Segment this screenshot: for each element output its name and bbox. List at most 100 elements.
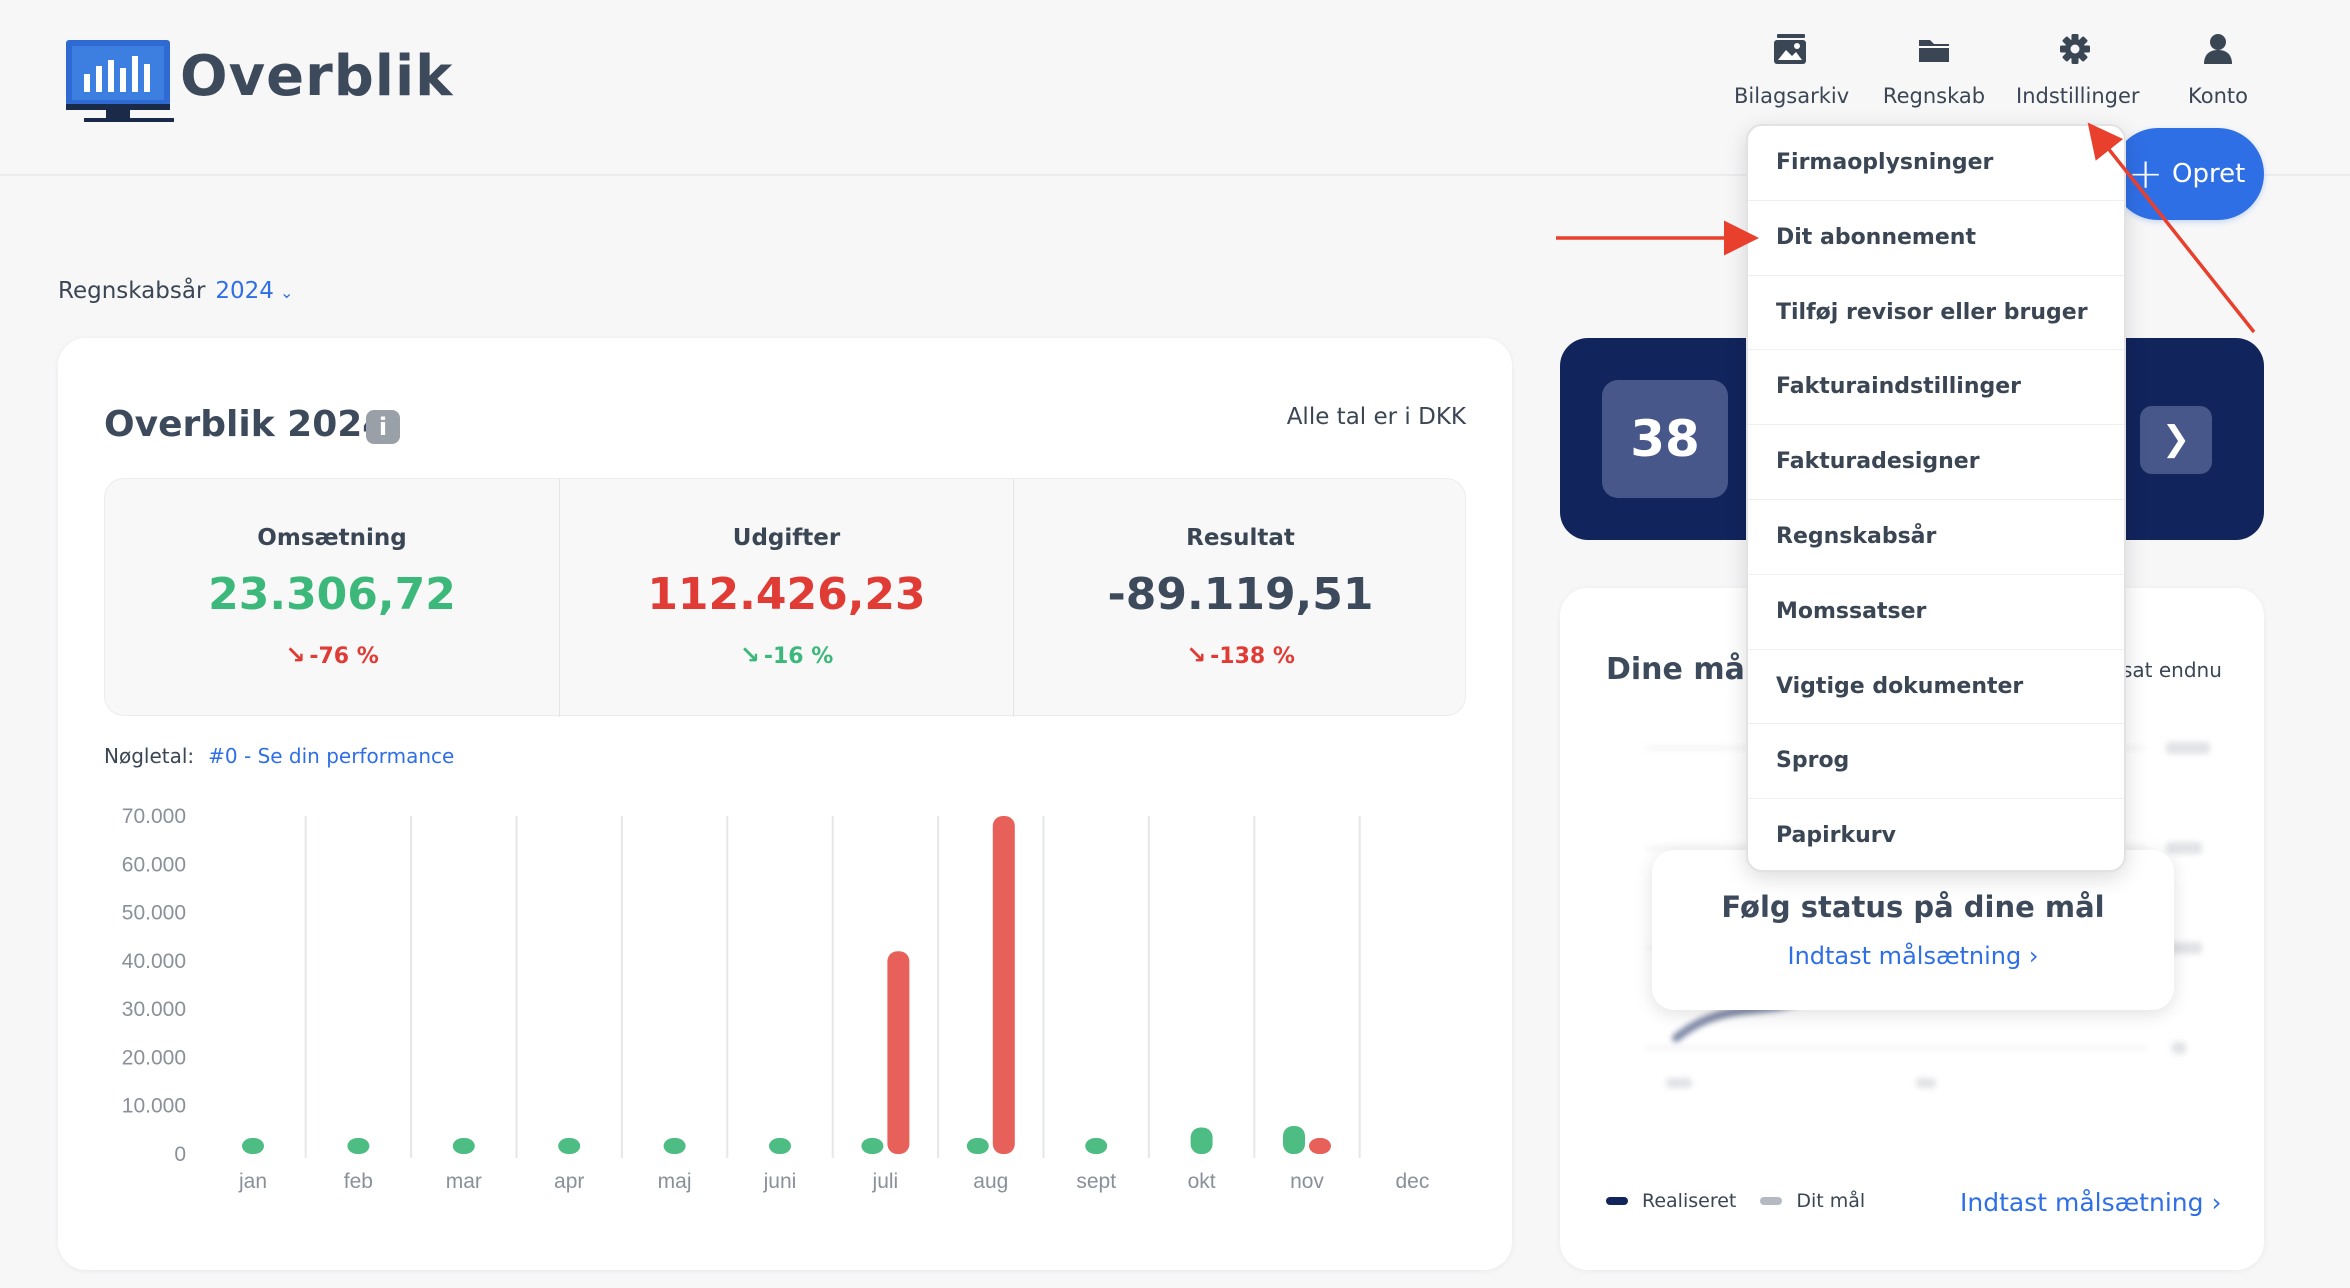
opret-button[interactable]: + Opret: [2112, 128, 2264, 220]
kpi-change: ↘ -76 %: [105, 641, 559, 669]
bar-juni-series-1[interactable]: [769, 1138, 791, 1154]
menu-item-sprog[interactable]: Sprog: [1748, 724, 2124, 800]
goals-legend: Realiseret Dit mål: [1606, 1190, 1865, 1212]
settings-dropdown: Firmaoplysninger Dit abonnement Tilføj r…: [1746, 124, 2126, 872]
bar-aug-series-1[interactable]: [966, 1138, 989, 1154]
enter-goal-link-bottom[interactable]: Indtast målsætning ›: [1960, 1188, 2221, 1217]
monthly-bar-chart: 70.000 60.000 50.000 40.000 30.000 20.000 10.0…: [122, 805, 1430, 1193]
y-tick-label: 10.000: [122, 1095, 186, 1118]
menu-item-papirkurv[interactable]: Papirkurv: [1776, 823, 1897, 849]
y-tick-label: 20.000: [122, 1046, 186, 1069]
gear-icon: [2060, 34, 2090, 64]
nav-bilagsarkiv[interactable]: Bilagsarkiv: [1734, 30, 1850, 120]
menu-item-dit-abonnement[interactable]: Dit abonnement: [1748, 201, 2124, 276]
kpi-change: ↘ -16 %: [560, 641, 1013, 669]
user-icon: [2204, 34, 2232, 64]
app-logo: [66, 40, 174, 122]
x-tick-label: maj: [658, 1170, 692, 1193]
y-tick-label: 30.000: [122, 998, 186, 1021]
trend-down-icon: ↘: [1186, 641, 1207, 669]
nav-indstillinger[interactable]: Indstillinger: [2016, 30, 2140, 120]
nav-regnskab-label: Regnskab: [1882, 84, 1986, 108]
goal-prompt: Følg status på dine mål Indtast målsætni…: [1652, 850, 2174, 1010]
menu-item-momssatser[interactable]: Momssatser: [1748, 575, 2124, 650]
kpi-omsaetning: Omsætning 23.306,72 ↘ -76 %: [105, 479, 559, 717]
task-count: 38: [1602, 380, 1728, 498]
bar-apr-series-1[interactable]: [558, 1138, 581, 1154]
folder-icon: [1919, 40, 1949, 62]
y-tick-label: 50.000: [122, 902, 186, 925]
nav-indstillinger-label: Indstillinger: [2016, 84, 2140, 108]
nav-konto[interactable]: Konto: [2176, 30, 2260, 120]
fiscal-year-dropdown[interactable]: 2024: [215, 278, 274, 304]
menu-item-firmaoplysninger[interactable]: Firmaoplysninger: [1748, 126, 2124, 201]
menu-item-vigtige-dokumenter[interactable]: Vigtige dokumenter: [1748, 650, 2124, 725]
menu-item-fakturaindstillinger[interactable]: Fakturaindstillinger: [1748, 350, 2124, 426]
photo-archive-icon: [1774, 34, 1806, 64]
bar-sept-series-1[interactable]: [1085, 1138, 1108, 1154]
x-tick-label: feb: [344, 1170, 373, 1193]
menu-item-fakturadesigner[interactable]: Fakturadesigner: [1748, 425, 2124, 500]
enter-goal-link[interactable]: Indtast målsætning ›: [1652, 942, 2174, 970]
bar-okt-series-1[interactable]: [1190, 1127, 1213, 1154]
kpi-value: -89.119,51: [1107, 569, 1374, 620]
chevron-right-icon[interactable]: ❯: [2140, 406, 2212, 474]
kpi-udgifter: Udgifter 112.426,23 ↘ -16 %: [559, 479, 1013, 717]
info-icon[interactable]: i: [366, 410, 400, 444]
menu-item-tilfoej-revisor[interactable]: Tilføj revisor eller bruger: [1748, 276, 2124, 351]
trend-down-icon: ↘: [285, 641, 306, 669]
y-tick-label: 70.000: [122, 805, 186, 828]
bar-nov-series-2[interactable]: [1309, 1138, 1331, 1154]
metrics-label: Nøgletal:: [104, 744, 195, 768]
x-tick-label: dec: [1395, 1170, 1429, 1193]
enter-goal-label: Indtast målsætning: [1787, 942, 2022, 970]
x-tick-label: aug: [973, 1170, 1008, 1193]
currency-note: Alle tal er i DKK: [1286, 404, 1466, 430]
legend-swatch-dit-maal: [1760, 1197, 1783, 1205]
x-tick-label: sept: [1076, 1170, 1116, 1193]
nav-regnskab[interactable]: Regnskab: [1880, 30, 1988, 120]
chevron-down-icon[interactable]: ⌄: [279, 283, 294, 302]
bar-maj-series-1[interactable]: [663, 1138, 686, 1154]
goal-prompt-title: Følg status på dine mål: [1721, 890, 2105, 924]
kpi-label: Udgifter: [732, 525, 841, 551]
legend-swatch-realiseret: [1606, 1197, 1628, 1205]
page-title: Overblik: [180, 44, 454, 109]
x-tick-label: jan: [238, 1170, 267, 1193]
bar-jan-series-1[interactable]: [242, 1138, 264, 1154]
kpi-resultat: Resultat -89.119,51 ↘ -138 %: [1013, 479, 1467, 717]
fiscal-year-label: Regnskabsår: [58, 278, 206, 304]
x-tick-label: nov: [1290, 1170, 1324, 1193]
menu-item-regnskabsaar[interactable]: Regnskabsår: [1748, 500, 2124, 575]
nav-bilagsarkiv-label: Bilagsarkiv: [1734, 84, 1850, 108]
bar-mar-series-1[interactable]: [452, 1138, 475, 1154]
chevron-right-icon: ›: [2211, 1188, 2222, 1217]
bar-aug-series-2[interactable]: [992, 816, 1015, 1154]
goals-note: sat endnu: [2122, 658, 2222, 682]
x-tick-label: apr: [554, 1170, 584, 1193]
kpi-summary: Omsætning 23.306,72 ↘ -76 % Udgifter 112.…: [104, 478, 1467, 717]
bar-feb-series-1[interactable]: [347, 1138, 370, 1154]
kpi-change: ↘ -138 %: [1014, 641, 1467, 669]
y-tick-label: 0: [174, 1143, 186, 1166]
nav-konto-label: Konto: [2188, 84, 2248, 108]
trend-down-icon: ↘: [739, 641, 760, 669]
bar-nov-series-1[interactable]: [1283, 1125, 1305, 1154]
kpi-value: 23.306,72: [208, 569, 456, 620]
bar-juli-series-1[interactable]: [861, 1138, 884, 1154]
enter-goal-bottom-label: Indtast målsætning: [1960, 1188, 2204, 1217]
y-tick-label: 40.000: [122, 950, 186, 973]
legend-label: Realiseret: [1642, 1190, 1737, 1212]
opret-label: Opret: [2172, 159, 2246, 189]
x-tick-label: mar: [446, 1170, 482, 1193]
x-tick-label: juni: [763, 1170, 797, 1193]
kpi-change-value: -138 %: [1210, 644, 1295, 669]
goals-card: Dine mål 2 sat endnu Følg status på dine…: [1560, 588, 2264, 1270]
overview-title: Overblik 2024: [104, 404, 388, 445]
bar-juli-series-2[interactable]: [887, 951, 910, 1154]
kpi-change-value: -16 %: [763, 644, 834, 669]
x-tick-label: okt: [1188, 1170, 1216, 1193]
chevron-right-icon: ›: [2028, 942, 2039, 970]
header: Overblik Bilagsarkiv Regnskab In: [0, 0, 2350, 176]
performance-link[interactable]: #0 - Se din performance: [208, 744, 455, 768]
